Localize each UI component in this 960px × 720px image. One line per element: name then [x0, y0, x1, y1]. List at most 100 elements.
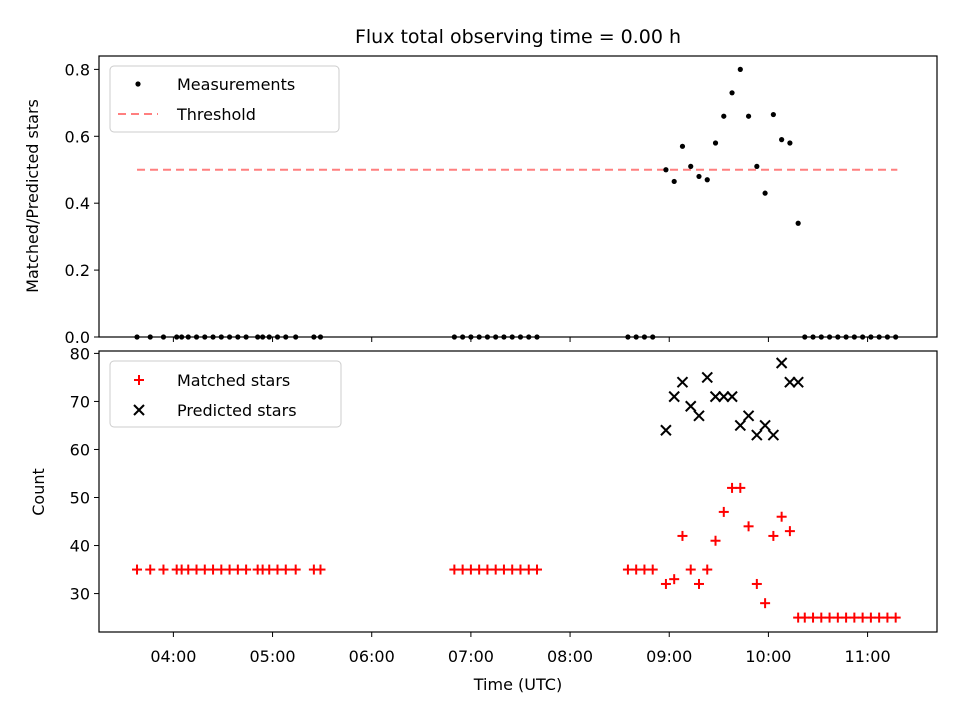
count-legend: Matched stars Predicted stars — [109, 360, 342, 428]
count-x-tick-label: 05:00 — [249, 647, 295, 666]
legend-matched-marker — [134, 375, 144, 385]
measurement-point — [671, 178, 677, 185]
predicted-star-point — [734, 419, 747, 432]
legend-predicted-cross — [133, 404, 145, 416]
matched-star-point — [158, 564, 169, 575]
measurement-point — [762, 190, 768, 196]
count-y-tick-label: 50 — [70, 489, 90, 508]
predicted-star-point — [701, 371, 713, 384]
count-x-tick-label: 10:00 — [745, 647, 791, 666]
measurement-point — [721, 113, 727, 119]
matched-star-point — [702, 564, 713, 575]
matched-star-point — [776, 511, 787, 522]
ratio-y-tick-label: 0.6 — [65, 127, 90, 146]
ratio-y-tick-label: 0.2 — [65, 261, 90, 280]
count-x-ticks: 04:00 05:00 06:00 07:00 08:00 09:00 10:00 11:00 — [150, 632, 891, 666]
predicted-star-point — [775, 357, 788, 369]
count-y-ticks: 30 40 50 60 70 80 — [70, 344, 99, 604]
measurement-point — [795, 220, 801, 226]
matched-star-point — [710, 535, 721, 546]
measurement-point — [779, 137, 785, 143]
measurement-point — [688, 163, 694, 169]
predicted-star-point — [726, 390, 738, 403]
matched-star-point — [532, 564, 543, 575]
matched-star-point — [280, 564, 291, 575]
count-panel: Count Time (UTC) 30 40 50 60 70 80 04:00 05:00… — [29, 344, 938, 694]
count-x-tick-label: 11:00 — [845, 647, 891, 666]
ratio-y-tick-label: 0.8 — [65, 60, 90, 79]
count-y-tick-label: 30 — [70, 585, 90, 604]
ratio-y-tick-label: 0.4 — [65, 194, 90, 213]
chart-title: Flux total observing time = 0.00 h — [355, 26, 681, 48]
count-legend-box — [109, 360, 342, 428]
measurement-point — [737, 66, 743, 72]
predicted-star-point — [718, 390, 730, 403]
count-x-tick-label: 06:00 — [349, 647, 395, 666]
ratio-legend-box — [109, 65, 340, 133]
legend-predicted-marker — [133, 404, 145, 416]
matched-star-point — [145, 564, 156, 575]
count-y-tick-label: 60 — [70, 440, 90, 459]
matched-star-point — [669, 574, 680, 585]
matched-star-point — [784, 526, 795, 537]
matched-star-point — [735, 482, 746, 493]
matched-star-point — [693, 578, 704, 589]
count-x-tick-label: 04:00 — [150, 647, 196, 666]
predicted-star-point — [660, 424, 672, 436]
matched-star-point — [660, 578, 671, 589]
measurement-point — [745, 113, 752, 119]
matched-star-point — [760, 598, 771, 609]
legend-matched-plus — [134, 375, 144, 385]
predicted-star-point — [792, 376, 804, 388]
matched-star-point — [718, 506, 729, 517]
predicted-star-point — [693, 410, 705, 422]
measurement-point — [704, 177, 710, 183]
measurement-point — [729, 90, 735, 96]
legend-predicted-label: Predicted stars — [177, 401, 297, 420]
count-x-axis-label: Time (UTC) — [473, 675, 562, 694]
measurement-point — [679, 143, 686, 149]
legend-measurements-marker — [135, 81, 141, 87]
predicted-star-point — [676, 376, 689, 388]
matched-star-point — [890, 612, 901, 623]
count-y-axis-label: Count — [29, 468, 48, 516]
predicted-star-point — [759, 419, 771, 432]
ratio-y-tick-label: 0.0 — [65, 328, 90, 347]
matched-star-point — [685, 564, 696, 575]
count-y-tick-label: 70 — [70, 392, 90, 411]
predicted-stars-points — [660, 357, 804, 441]
count-y-tick-label: 80 — [70, 344, 90, 363]
ratio-y-ticks: 0.0 0.2 0.4 0.6 0.8 — [65, 60, 99, 347]
matched-stars-points — [132, 482, 901, 623]
predicted-star-point — [784, 376, 796, 388]
predicted-star-point — [742, 410, 755, 422]
legend-measurements-label: Measurements — [177, 75, 295, 94]
count-x-tick-label: 09:00 — [646, 647, 692, 666]
predicted-star-point — [751, 429, 763, 441]
count-x-tick-label: 08:00 — [547, 647, 593, 666]
matched-star-point — [315, 564, 326, 575]
count-x-tick-label: 07:00 — [448, 647, 494, 666]
measurement-point — [754, 163, 760, 169]
matched-star-point — [751, 578, 762, 589]
predicted-star-point — [709, 390, 722, 403]
count-y-tick-label: 40 — [70, 537, 90, 556]
ratio-legend: Measurements Threshold — [109, 65, 340, 133]
predicted-star-point — [685, 400, 697, 412]
matched-star-point — [768, 530, 779, 541]
ratio-axes-frame — [98, 55, 938, 338]
legend-threshold-label: Threshold — [176, 105, 256, 124]
measurement-point — [712, 140, 719, 146]
matched-star-point — [290, 564, 301, 575]
ratio-panel: Flux total observing time = 0.00 h Match… — [23, 26, 938, 347]
count-axes-frame — [98, 350, 938, 633]
matched-star-point — [647, 564, 658, 575]
legend-matched-label: Matched stars — [177, 371, 290, 390]
predicted-star-point — [767, 429, 780, 441]
predicted-star-point — [668, 390, 680, 403]
measurement-point — [696, 173, 702, 180]
matched-star-point — [241, 564, 252, 575]
ratio-y-axis-label: Matched/Predicted stars — [23, 99, 42, 293]
measurement-point — [663, 167, 669, 173]
